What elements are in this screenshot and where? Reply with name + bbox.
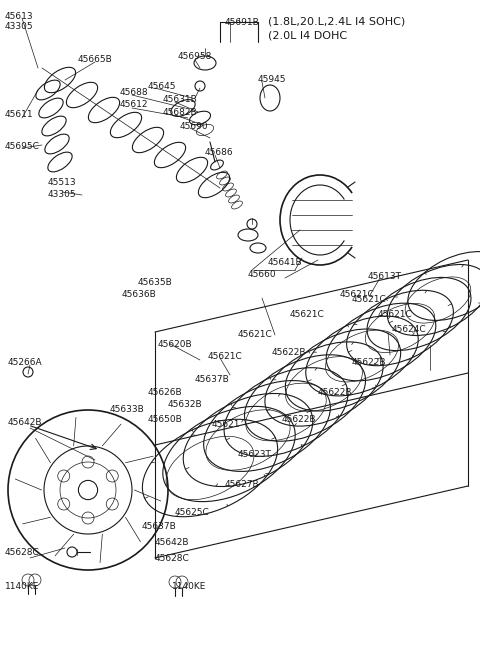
Text: 45611: 45611 xyxy=(5,110,34,119)
Text: 45612: 45612 xyxy=(120,100,148,109)
Text: 45642B: 45642B xyxy=(8,418,43,427)
Text: 45266A: 45266A xyxy=(8,358,43,367)
Text: 45650B: 45650B xyxy=(148,415,183,424)
Text: 45632B: 45632B xyxy=(168,400,203,409)
Text: 45627B: 45627B xyxy=(225,480,260,489)
Text: 45945: 45945 xyxy=(258,75,287,84)
Text: 45695C: 45695C xyxy=(5,142,40,151)
Text: (1.8L,20.L,2.4L I4 SOHC): (1.8L,20.L,2.4L I4 SOHC) xyxy=(268,16,405,26)
Text: 45625C: 45625C xyxy=(175,508,210,517)
Text: 45645: 45645 xyxy=(148,82,177,91)
Text: 45686: 45686 xyxy=(205,148,234,157)
Text: 45688: 45688 xyxy=(120,88,149,97)
Text: 45633B: 45633B xyxy=(110,405,145,414)
Text: 45621C: 45621C xyxy=(340,290,375,299)
Text: 45690: 45690 xyxy=(180,122,209,131)
Text: 45613: 45613 xyxy=(5,12,34,21)
Text: 45622B: 45622B xyxy=(282,415,316,424)
Text: 45621C: 45621C xyxy=(290,310,325,319)
Text: 45637B: 45637B xyxy=(142,522,177,531)
Text: 45621: 45621 xyxy=(212,420,240,429)
Text: 45622B: 45622B xyxy=(272,348,307,357)
Text: 45621C: 45621C xyxy=(208,352,243,361)
Text: 45513: 45513 xyxy=(48,178,77,187)
Text: 45623T: 45623T xyxy=(238,450,272,459)
Text: 45624C: 45624C xyxy=(392,325,427,334)
Text: 1140KE: 1140KE xyxy=(5,582,39,591)
Text: 45621C: 45621C xyxy=(238,330,273,339)
Text: 45620B: 45620B xyxy=(158,340,192,349)
Text: 45621C: 45621C xyxy=(352,295,387,304)
Text: 45635B: 45635B xyxy=(138,278,173,287)
Text: 45641B: 45641B xyxy=(268,258,302,267)
Text: 45637B: 45637B xyxy=(195,375,230,384)
Text: 45665B: 45665B xyxy=(78,55,113,64)
Text: 456958: 456958 xyxy=(178,52,212,61)
Text: 45682B: 45682B xyxy=(163,108,198,117)
Text: 45622B: 45622B xyxy=(318,388,352,397)
Text: 43305: 43305 xyxy=(5,22,34,31)
Text: 45660: 45660 xyxy=(248,270,276,279)
Text: 45613T: 45613T xyxy=(368,272,402,281)
Text: 45628C: 45628C xyxy=(5,548,40,557)
Text: 45691B: 45691B xyxy=(225,18,260,27)
Text: 45628C: 45628C xyxy=(155,554,190,563)
Text: 45636B: 45636B xyxy=(122,290,157,299)
Text: 45631B: 45631B xyxy=(163,95,198,104)
Text: 45622B: 45622B xyxy=(352,358,386,367)
Text: 1140KE: 1140KE xyxy=(172,582,206,591)
Text: 43305: 43305 xyxy=(48,190,77,199)
Text: 45621C: 45621C xyxy=(378,310,413,319)
Circle shape xyxy=(78,480,97,499)
Text: 45626B: 45626B xyxy=(148,388,182,397)
Text: (2.0L I4 DOHC: (2.0L I4 DOHC xyxy=(268,30,347,40)
Text: 45642B: 45642B xyxy=(155,538,190,547)
